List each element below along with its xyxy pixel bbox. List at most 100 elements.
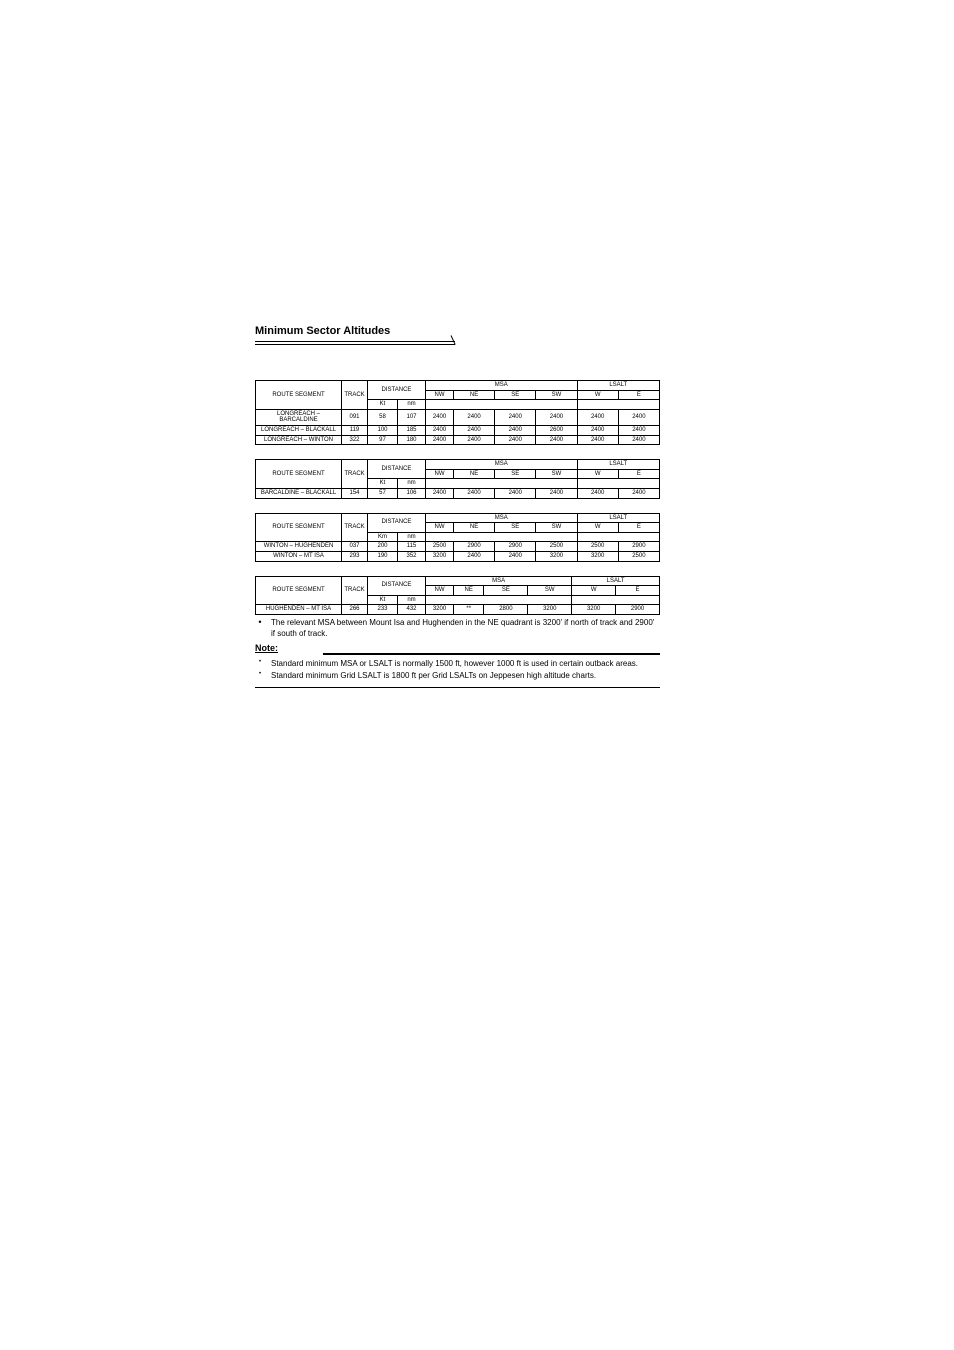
table-header-row: ROUTE SEGMENT TRACK DISTANCE MSA LSALT <box>256 460 660 470</box>
col-lsalt: LSALT <box>577 381 659 391</box>
cell-sw: 2500 <box>536 542 577 552</box>
col-nw: NW <box>426 586 454 596</box>
cell-trk: 322 <box>342 435 368 445</box>
col-dist-unit2: nm <box>398 595 426 605</box>
cell-d2: 180 <box>398 435 426 445</box>
cell-w: 3200 <box>572 605 616 615</box>
cell-nw: 3200 <box>426 605 454 615</box>
cell-sw: 2400 <box>536 435 577 445</box>
cell-d2: 115 <box>398 542 426 552</box>
col-dist: DISTANCE <box>368 381 426 400</box>
cell-se: 2400 <box>495 425 536 435</box>
col-e: E <box>618 523 659 533</box>
col-lsalt-sub <box>577 532 659 542</box>
cell-w: 2400 <box>577 435 618 445</box>
table-header-row: ROUTE SEGMENT TRACK DISTANCE MSA LSALT <box>256 576 660 586</box>
col-dist: DISTANCE <box>368 460 426 479</box>
cell-seg: LONGREACH – BLACKALL <box>256 425 342 435</box>
cell-e: 2400 <box>618 435 659 445</box>
rule-bold <box>323 653 660 655</box>
cell-d2: 185 <box>398 425 426 435</box>
cell-seg: LONGREACH – BARCALDINE <box>256 409 342 425</box>
cell-trk: 091 <box>342 409 368 425</box>
cell-sw: 2600 <box>536 425 577 435</box>
col-dist-unit1: Kt <box>368 400 398 410</box>
col-se: SE <box>495 523 536 533</box>
msa-table-4: ROUTE SEGMENT TRACK DISTANCE MSA LSALT N… <box>255 576 660 615</box>
col-e: E <box>618 469 659 479</box>
col-e: E <box>618 390 659 400</box>
cell-e: 2500 <box>618 551 659 561</box>
col-dist: DISTANCE <box>368 576 426 595</box>
cell-sw: 3200 <box>528 605 572 615</box>
cell-d2: 352 <box>398 551 426 561</box>
col-lsalt: LSALT <box>572 576 660 586</box>
col-dist-unit2: nm <box>398 479 426 489</box>
cell-nw: 2500 <box>426 542 454 552</box>
col-ne: NE <box>454 390 495 400</box>
cell-se: 2900 <box>495 542 536 552</box>
cell-ne: 2400 <box>454 551 495 561</box>
cell-nw: 2400 <box>426 409 454 425</box>
cell-d2: 107 <box>398 409 426 425</box>
col-se: SE <box>495 390 536 400</box>
col-nw: NW <box>426 390 454 400</box>
table-row: WINTON – HUGHENDEN 037 200 115 2500 2900… <box>256 542 660 552</box>
col-w: W <box>577 523 618 533</box>
cell-w: 2500 <box>577 542 618 552</box>
cell-ne: 2400 <box>454 435 495 445</box>
cell-ne: ** <box>454 605 484 615</box>
col-route: ROUTE SEGMENT <box>256 460 342 489</box>
table-row: BARCALDINE – BLACKALL 154 57 106 2400 24… <box>256 488 660 498</box>
col-route: ROUTE SEGMENT <box>256 576 342 605</box>
col-se: SE <box>495 469 536 479</box>
col-route: ROUTE SEGMENT <box>256 513 342 542</box>
cell-e: 2900 <box>618 542 659 552</box>
col-lsalt-sub <box>577 479 659 489</box>
col-lsalt-sub <box>577 400 659 410</box>
col-ne: NE <box>454 586 484 596</box>
footnote-row: • The relevant MSA between Mount Isa and… <box>255 617 660 641</box>
table-header-row: ROUTE SEGMENT TRACK DISTANCE MSA LSALT <box>256 513 660 523</box>
col-sw: SW <box>528 586 572 596</box>
cell-e: 2400 <box>618 409 659 425</box>
table-row: LONGREACH – WINTON 322 97 180 2400 2400 … <box>256 435 660 445</box>
col-track: TRACK <box>342 576 368 605</box>
col-ne: NE <box>454 469 495 479</box>
col-dist-unit2: nm <box>398 532 426 542</box>
col-dist-unit2: nm <box>398 400 426 410</box>
cell-d1: 190 <box>368 551 398 561</box>
cell-trk: 037 <box>342 542 368 552</box>
cell-d1: 57 <box>368 488 398 498</box>
cell-seg: WINTON – HUGHENDEN <box>256 542 342 552</box>
col-sw: SW <box>536 469 577 479</box>
cell-trk: 154 <box>342 488 368 498</box>
col-msa-sub <box>426 400 578 410</box>
note-text: Standard minimum MSA or LSALT is normall… <box>271 659 660 670</box>
table-header-row: ROUTE SEGMENT TRACK DISTANCE MSA LSALT <box>256 381 660 391</box>
footnote-text: The relevant MSA between Mount Isa and H… <box>271 618 660 640</box>
cell-d2: 106 <box>398 488 426 498</box>
col-msa-sub <box>426 479 578 489</box>
col-w: W <box>577 390 618 400</box>
col-track: TRACK <box>342 460 368 489</box>
note-label: Note: <box>255 642 311 654</box>
msa-table-2: ROUTE SEGMENT TRACK DISTANCE MSA LSALT N… <box>255 459 660 498</box>
msa-table-1: ROUTE SEGMENT TRACK DISTANCE MSA LSALT N… <box>255 380 660 445</box>
col-sw: SW <box>536 390 577 400</box>
header-tick <box>451 335 461 345</box>
col-dist-unit1: Km <box>368 532 398 542</box>
cell-se: 2800 <box>484 605 528 615</box>
cell-seg: HUGHENDEN – MT ISA <box>256 605 342 615</box>
cell-ne: 2400 <box>454 488 495 498</box>
msa-table-3: ROUTE SEGMENT TRACK DISTANCE MSA LSALT N… <box>255 513 660 562</box>
note-row: • Standard minimum Grid LSALT is 1800 ft… <box>255 670 660 683</box>
col-msa: MSA <box>426 576 572 586</box>
col-route: ROUTE SEGMENT <box>256 381 342 410</box>
cell-ne: 2400 <box>454 409 495 425</box>
table-row: LONGREACH – BARCALDINE 091 58 107 2400 2… <box>256 409 660 425</box>
cell-d1: 233 <box>368 605 398 615</box>
bullet-icon: • <box>255 659 265 665</box>
footnote-block: • The relevant MSA between Mount Isa and… <box>255 617 660 688</box>
cell-d1: 58 <box>368 409 398 425</box>
